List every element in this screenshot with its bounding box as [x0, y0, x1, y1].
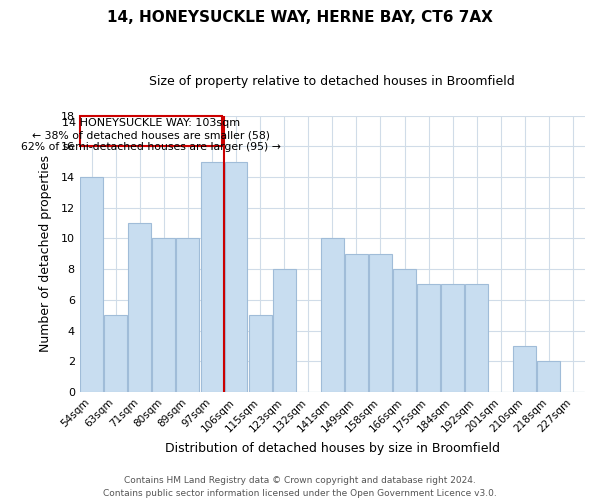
- Bar: [538, 361, 560, 392]
- Bar: [321, 238, 344, 392]
- Bar: [465, 284, 488, 392]
- X-axis label: Distribution of detached houses by size in Broomfield: Distribution of detached houses by size …: [165, 442, 500, 455]
- Text: ← 38% of detached houses are smaller (58): ← 38% of detached houses are smaller (58…: [32, 131, 269, 141]
- Bar: [128, 223, 151, 392]
- Bar: [248, 315, 272, 392]
- Bar: [441, 284, 464, 392]
- Bar: [176, 238, 199, 392]
- Bar: [393, 269, 416, 392]
- Y-axis label: Number of detached properties: Number of detached properties: [39, 156, 52, 352]
- Title: Size of property relative to detached houses in Broomfield: Size of property relative to detached ho…: [149, 75, 515, 88]
- Bar: [224, 162, 247, 392]
- Bar: [369, 254, 392, 392]
- Text: Contains HM Land Registry data © Crown copyright and database right 2024.
Contai: Contains HM Land Registry data © Crown c…: [103, 476, 497, 498]
- Text: 62% of semi-detached houses are larger (95) →: 62% of semi-detached houses are larger (…: [20, 142, 281, 152]
- Bar: [200, 162, 223, 392]
- Bar: [345, 254, 368, 392]
- FancyBboxPatch shape: [80, 116, 221, 146]
- Text: 14 HONEYSUCKLE WAY: 103sqm: 14 HONEYSUCKLE WAY: 103sqm: [62, 118, 239, 128]
- Bar: [273, 269, 296, 392]
- Bar: [80, 177, 103, 392]
- Text: 14, HONEYSUCKLE WAY, HERNE BAY, CT6 7AX: 14, HONEYSUCKLE WAY, HERNE BAY, CT6 7AX: [107, 10, 493, 25]
- Bar: [514, 346, 536, 392]
- Bar: [417, 284, 440, 392]
- Bar: [152, 238, 175, 392]
- Bar: [104, 315, 127, 392]
